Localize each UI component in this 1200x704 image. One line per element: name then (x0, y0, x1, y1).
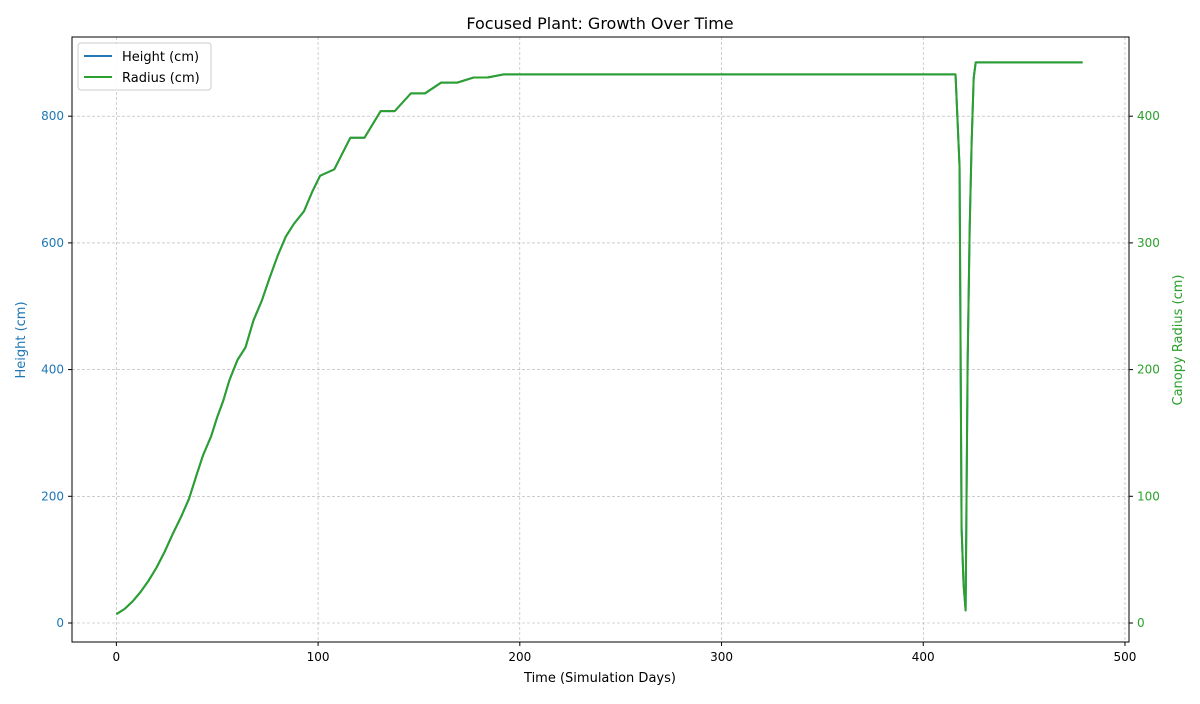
left-axis-ticks: 0 200 400 600 800 (41, 109, 72, 630)
right-tick-label: 300 (1137, 236, 1160, 250)
right-tick-label: 400 (1137, 109, 1160, 123)
x-tick-label: 0 (113, 650, 121, 664)
right-tick-label: 200 (1137, 363, 1160, 377)
left-tick-label: 400 (41, 363, 64, 377)
grid-layer (72, 37, 1129, 642)
x-tick-label: 100 (307, 650, 330, 664)
chart-title: Focused Plant: Growth Over Time (466, 14, 733, 33)
right-tick-label: 100 (1137, 489, 1160, 503)
legend-radius-label: Radius (cm) (122, 71, 200, 86)
right-axis-label: Canopy Radius (cm) (1171, 275, 1186, 406)
left-tick-label: 0 (56, 616, 64, 630)
plot-frame (71, 36, 1130, 643)
x-tick-label: 200 (508, 650, 531, 664)
legend: Height (cm) Radius (cm) (77, 42, 212, 91)
series-layer (115, 61, 1083, 615)
left-axis-label: Height (cm) (14, 301, 29, 378)
left-tick-label: 600 (41, 236, 64, 250)
left-tick-label: 200 (41, 489, 64, 503)
x-tick-label: 300 (710, 650, 733, 664)
left-tick-label: 800 (41, 109, 64, 123)
x-axis-label: Time (Simulation Days) (523, 671, 676, 686)
right-axis-ticks: 0 100 200 300 400 (1129, 109, 1160, 630)
x-tick-label: 500 (1114, 650, 1137, 664)
radius-series-line (115, 61, 1083, 615)
legend-box (77, 42, 212, 91)
right-tick-label: 0 (1137, 616, 1145, 630)
legend-height-label: Height (cm) (122, 50, 199, 65)
x-tick-label: 400 (912, 650, 935, 664)
x-axis-ticks: 0 100 200 300 400 500 (113, 642, 1137, 664)
